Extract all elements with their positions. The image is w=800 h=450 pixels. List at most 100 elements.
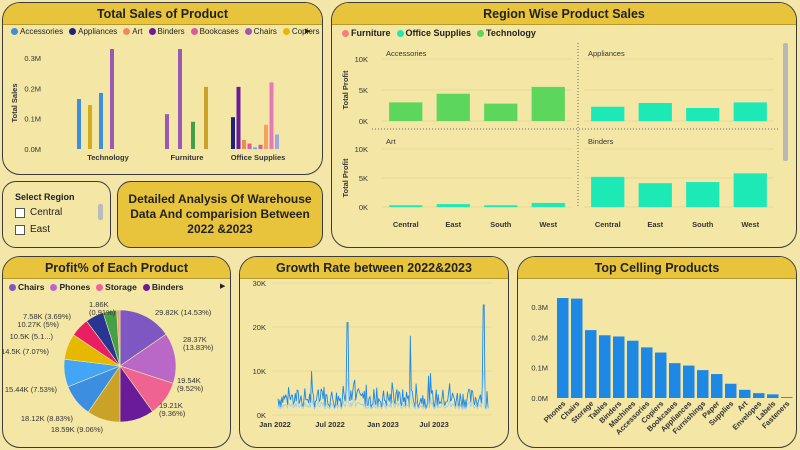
legend-dot-icon [11,28,18,36]
total-sales-chart: 0.0M 0.1M 0.2M 0.3M Total Sales Technology Fur… [10,49,285,162]
slicer-option-east[interactable]: East [15,224,50,235]
sales-bar [275,134,279,149]
data-label: 14.5K (7.07%) [2,347,49,356]
data-label: 10.5K (5.1...) [10,332,54,341]
slicer-option-label: East [30,224,51,235]
legend-item[interactable]: Art [123,27,143,36]
region-bar [436,204,470,207]
data-label: 1.86K [89,300,109,309]
legend-item[interactable]: Appliances [69,27,117,36]
legend-item[interactable]: Furniture [342,28,391,38]
profit-pct-legend[interactable]: Chairs Phones Storage Binders [9,282,183,292]
legend-item[interactable]: Binders [142,282,184,292]
region-bar [686,107,720,121]
slicer-option-label: Central [30,207,63,218]
legend-item[interactable]: Bookcases [190,27,239,36]
legend-item[interactable]: Phones [50,282,90,292]
region-slicer[interactable]: Select Region Central East [2,181,111,248]
region-bar [733,102,767,121]
y-tick-label: 5K [359,86,368,95]
y-tick-label: 0.0M [531,394,548,403]
legend-label: Accessories [20,27,64,36]
legend-next-icon[interactable]: ▶ [305,28,311,35]
legend-label: Copiers [291,27,320,36]
top-selling-bar [739,389,751,398]
legend-dot-icon [244,28,252,36]
legend-dot-icon [96,284,104,292]
data-label: (9.52%) [177,384,204,393]
y-tick-label: 5K [359,174,368,183]
region-label: Central [595,220,621,229]
legend-label: Appliances [78,27,118,36]
profit-pct-chart: 29.82K (14.53%) 28.37K(13.83%) 19.54K(9.52… [2,300,214,434]
category-label: Technology [87,153,129,162]
sales-bar [110,49,114,149]
legend-item[interactable]: Binders [148,27,185,36]
data-label: 7.58K (3.69%) [23,312,71,321]
legend-label: Binders [151,282,184,292]
data-label: (0.91%) [89,308,116,317]
growth-card: Growth Rate between 2022&2023 0K 10K 20K 30… [239,256,509,448]
data-label: 19.21K [159,401,183,410]
legend-dot-icon [50,284,58,292]
top-selling-bar [683,365,695,398]
sales-bar [242,139,246,149]
region-label: Central [393,220,419,229]
y-tick-label: 10K [355,145,368,154]
top-selling-bar [627,340,639,398]
data-label: 18.12K (8.83%) [21,414,74,423]
legend-label: Phones [59,282,91,292]
legend-next-icon[interactable]: ▶ [220,283,226,290]
total-sales-legend[interactable]: Accessories Appliances Art Binders Bookcases… [11,27,319,36]
legend-item[interactable]: Office Supplies [396,28,471,38]
legend-item[interactable]: Copiers [282,27,320,36]
top-selling-bar [725,383,737,398]
legend-label: Bookcases [199,27,239,36]
top-selling-bar [711,374,723,398]
y-tick-label: 0K [359,203,368,212]
region-bar [389,205,423,207]
sales-bar [253,147,257,149]
region-label: South [490,220,512,229]
region-sales-card: Region Wise Product Sales Furniture Offic… [331,2,797,248]
sales-bar [264,124,268,149]
y-tick-label: 20K [253,323,266,332]
region-label: East [445,220,461,229]
sales-bar [191,121,195,149]
region-bar [389,102,423,121]
region-bar [686,182,720,207]
sales-bar [231,117,235,149]
pie-slice [119,333,177,384]
y-tick-label: 0.3M [24,54,41,63]
data-label: 29.82K (14.53%) [155,308,212,317]
legend-dot-icon [477,30,485,38]
growth-line-secondary [277,372,489,411]
y-tick-label: 10K [253,367,266,376]
top-selling-bar [697,370,709,398]
sales-bar [269,82,274,149]
slicer-option-central[interactable]: Central [15,207,62,218]
region-bar [531,202,565,207]
data-label: 10.27K (5%) [17,320,59,329]
region-label: West [539,220,557,229]
legend-dot-icon [9,284,16,292]
legend-item[interactable]: Storage [96,282,137,292]
legend-item[interactable]: Chairs [9,282,44,292]
x-tick-label: Jul 2022 [315,420,345,429]
region-scrollbar[interactable] [783,43,788,161]
top-selling-bar [753,393,765,398]
legend-item[interactable]: Accessories [11,27,63,36]
checkbox-icon[interactable] [15,224,25,235]
y-axis-label: Total Sales [10,83,19,122]
legend-item[interactable]: Technology [477,28,536,38]
top-selling-bar [767,394,779,398]
checkbox-icon[interactable] [15,207,25,218]
slicer-scrollbar[interactable] [98,204,103,220]
y-tick-label: 10K [355,55,368,64]
data-label: 18.59K (9.06%) [51,425,104,434]
legend-label: Storage [105,282,137,292]
total-sales-card: Total Sales of Product Accessories Applia… [2,2,323,175]
legend-item[interactable]: Chairs [244,27,277,36]
region-sales-legend[interactable]: Furniture Office Supplies Technology [342,28,536,38]
top-selling-title: Top Celling Products [518,257,796,279]
